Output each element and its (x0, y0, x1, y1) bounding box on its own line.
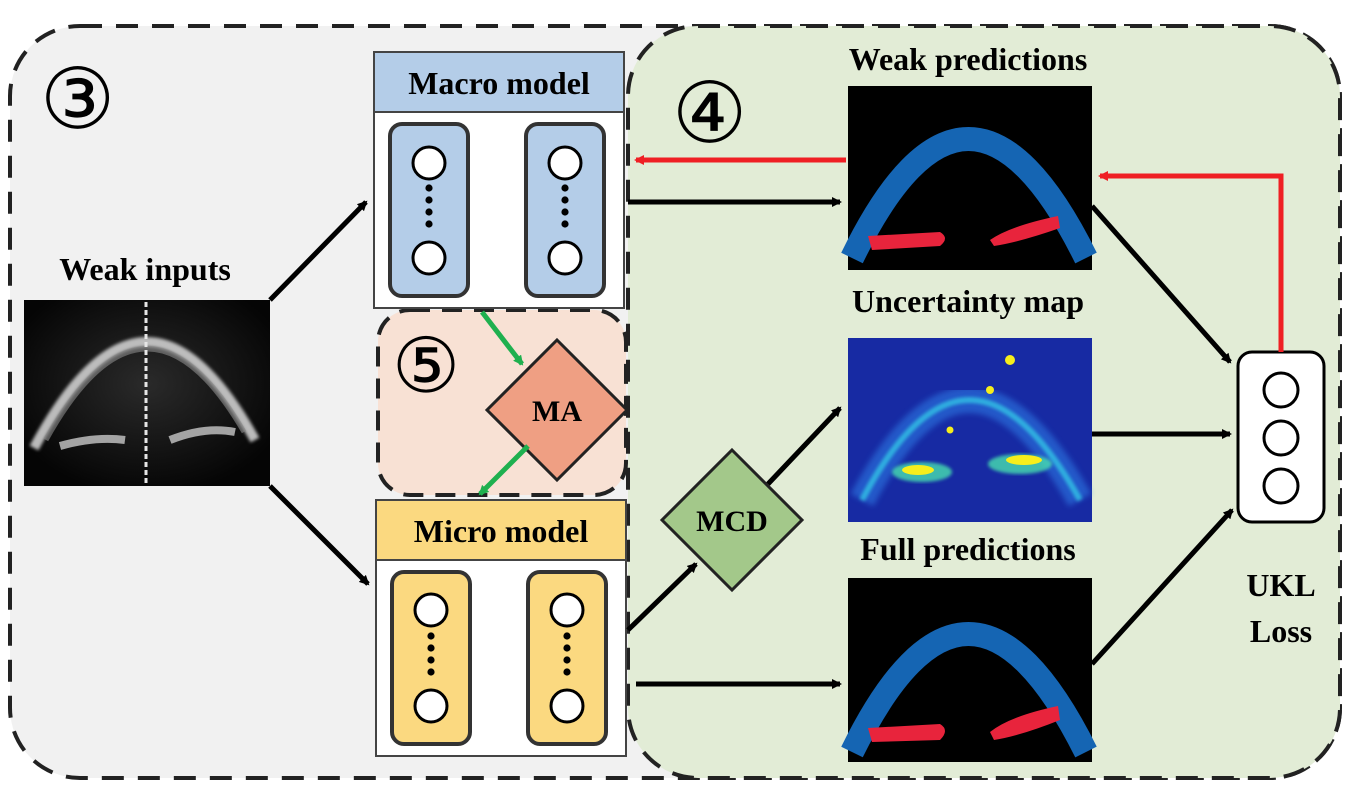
macro-column-left (388, 122, 470, 298)
arrows-green (478, 310, 530, 496)
neuron-node (547, 240, 583, 276)
step3-number: ③ (40, 50, 115, 148)
neuron-node (411, 240, 447, 276)
full-predictions-image (841, 578, 1097, 762)
micro-model-header (375, 499, 627, 561)
macro-column-right (524, 122, 606, 298)
micro-model: Micro model (375, 499, 627, 757)
step4-number: ④ (672, 64, 747, 162)
weak-predictions-image (841, 86, 1097, 270)
weak-predictions-label: Weak predictions (849, 41, 1088, 77)
arrows-red (634, 155, 1284, 352)
uncertainty-map-image (848, 338, 1092, 522)
arrow-input-to-macro (268, 200, 368, 302)
full-predictions-label: Full predictions (860, 531, 1075, 567)
ukl-label: UKL (1246, 567, 1315, 603)
ma-label: MA (532, 395, 582, 428)
loss-label: Loss (1250, 613, 1312, 649)
arrows-black (268, 197, 1234, 689)
arrow-input-to-micro (268, 484, 370, 586)
mcd-diamond: MCD (659, 447, 805, 593)
mcd-label: MCD (696, 505, 768, 538)
neuron-node (549, 592, 585, 628)
weak-inputs-label: Weak inputs (59, 251, 231, 287)
neuron-node (413, 688, 449, 724)
macro-model-header (373, 51, 625, 113)
neuron-node (411, 145, 447, 181)
arrow-mcd-to-uncertainty (766, 406, 842, 486)
arrow-ma-to-micro (478, 444, 530, 496)
neuron-node (413, 592, 449, 628)
micro-column-left (390, 570, 472, 746)
step5-number: ⑤ (392, 321, 460, 410)
neuron-node (1262, 371, 1300, 409)
micro-column-right (526, 570, 608, 746)
neuron-node (549, 688, 585, 724)
arrow-ukl-to-weak-pred-feedback (1098, 171, 1284, 352)
macro-model-label: Macro model (408, 65, 590, 101)
arrow-micro-to-mcd (626, 562, 698, 632)
arrow-macro-to-ma (480, 310, 524, 366)
macro-model: Macro model (373, 51, 625, 309)
ma-diamond: MA (484, 337, 630, 483)
uncertainty-map-label: Uncertainty map (852, 283, 1084, 319)
arrow-full-pred-to-ukl (1090, 508, 1234, 666)
ukl-loss-node (1236, 350, 1326, 524)
micro-model-label: Micro model (414, 513, 589, 549)
neuron-node (1262, 419, 1300, 457)
arrow-weak-pred-to-ukl (1090, 204, 1232, 364)
neuron-node (1262, 467, 1300, 505)
weak-input-image (24, 300, 270, 486)
neuron-node (547, 145, 583, 181)
